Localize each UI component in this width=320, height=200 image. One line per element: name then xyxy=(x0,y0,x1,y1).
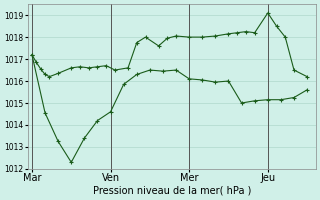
X-axis label: Pression niveau de la mer( hPa ): Pression niveau de la mer( hPa ) xyxy=(92,186,251,196)
